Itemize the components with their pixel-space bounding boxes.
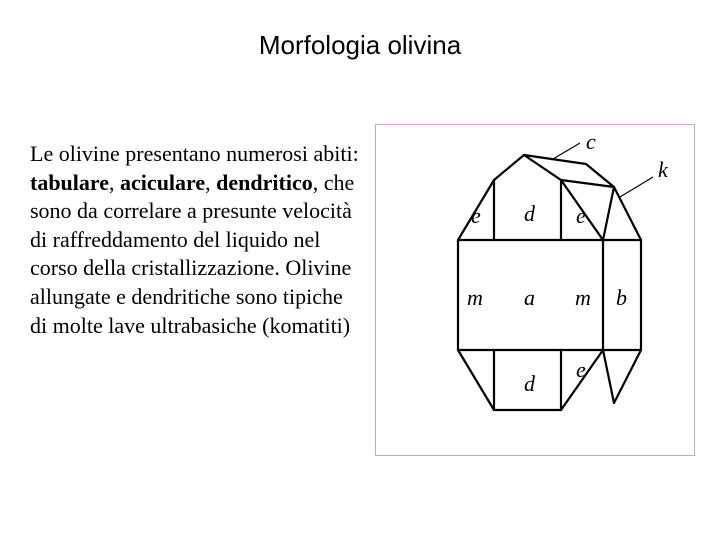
svg-text:m: m xyxy=(467,285,483,310)
svg-text:c: c xyxy=(586,129,596,154)
page-title: Morfologia olivina xyxy=(0,30,720,61)
crystal-figure: c k e d e m a m b d e xyxy=(375,124,695,456)
text-run: , xyxy=(205,170,216,195)
crystal-diagram xyxy=(458,155,641,410)
svg-text:d: d xyxy=(524,201,536,226)
text-bold: tabulare xyxy=(30,170,109,195)
text-run: Le olivine presentano numerosi abiti: xyxy=(30,141,359,166)
svg-text:a: a xyxy=(524,285,535,310)
body-paragraph: Le olivine presentano numerosi abiti: ta… xyxy=(30,140,365,340)
svg-text:m: m xyxy=(575,285,591,310)
text-bold: aciculare xyxy=(120,170,205,195)
svg-text:d: d xyxy=(524,371,536,396)
text-bold: dendritico xyxy=(216,170,313,195)
svg-text:e: e xyxy=(576,357,586,382)
svg-text:b: b xyxy=(616,285,627,310)
svg-text:e: e xyxy=(471,203,481,228)
svg-text:e: e xyxy=(576,203,586,228)
svg-text:k: k xyxy=(658,157,669,182)
text-run: , xyxy=(109,170,120,195)
